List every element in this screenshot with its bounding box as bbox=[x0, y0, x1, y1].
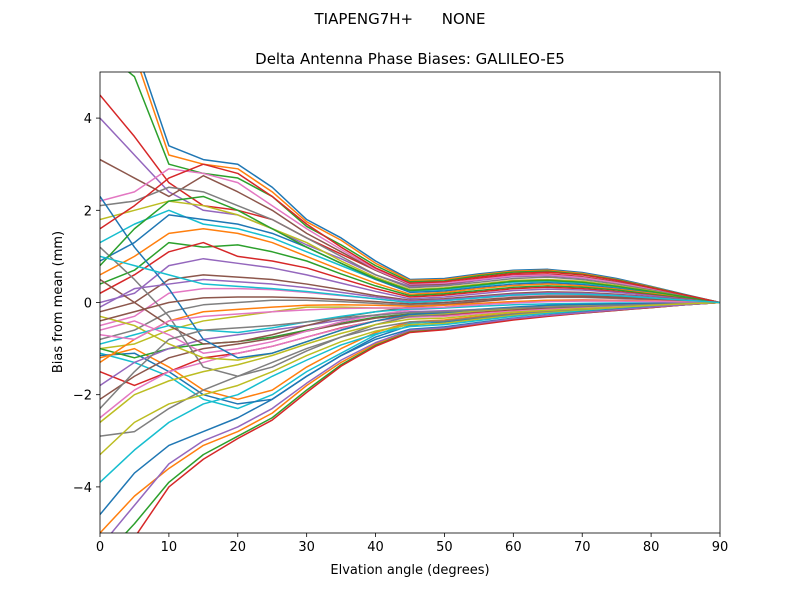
series-line-s36 bbox=[100, 278, 720, 345]
y-tick-label: −4 bbox=[73, 481, 92, 496]
series-line-s50 bbox=[100, 255, 720, 304]
y-tick-label: 0 bbox=[84, 297, 92, 312]
series-line-s43 bbox=[100, 195, 720, 304]
series-line-s44 bbox=[100, 163, 720, 304]
x-tick-label: 20 bbox=[230, 540, 247, 555]
series-line-s07 bbox=[100, 168, 720, 304]
series-line-s14 bbox=[100, 241, 720, 304]
series-line-s12 bbox=[100, 227, 720, 304]
x-tick-label: 10 bbox=[161, 540, 178, 555]
x-tick-label: 70 bbox=[574, 540, 591, 555]
series-line-s01 bbox=[143, 72, 720, 304]
series-line-s11 bbox=[100, 214, 720, 304]
series-line-s08 bbox=[100, 186, 720, 304]
x-axis-ticks: 0 10 20 30 40 50 60 70 80 90 bbox=[96, 533, 728, 555]
suptitle: TIAPENG7H+ NONE bbox=[314, 10, 486, 28]
series-line-s15 bbox=[100, 257, 720, 304]
y-axis-label: Bias from mean (mm) bbox=[51, 231, 66, 373]
y-axis-ticks: −4 −2 0 2 4 bbox=[73, 112, 100, 496]
series-line-s46 bbox=[100, 295, 720, 322]
series-line-s41 bbox=[100, 196, 720, 359]
chart-title: Delta Antenna Phase Biases: GALILEO-E5 bbox=[255, 50, 565, 68]
x-tick-label: 90 bbox=[712, 540, 729, 555]
y-tick-label: 4 bbox=[84, 112, 92, 127]
series-line-s48 bbox=[100, 301, 720, 410]
x-tick-label: 0 bbox=[96, 540, 104, 555]
series-line-s47 bbox=[100, 300, 720, 341]
series-line-s35 bbox=[110, 301, 720, 533]
series-line-s13 bbox=[100, 241, 720, 304]
x-tick-label: 80 bbox=[643, 540, 660, 555]
series-lines bbox=[100, 72, 720, 533]
x-tick-label: 50 bbox=[436, 540, 453, 555]
x-tick-label: 60 bbox=[505, 540, 522, 555]
x-tick-label: 30 bbox=[298, 540, 315, 555]
series-line-s49 bbox=[100, 301, 720, 423]
x-tick-label: 40 bbox=[367, 540, 384, 555]
series-line-s16 bbox=[100, 274, 720, 313]
y-tick-label: 2 bbox=[84, 204, 92, 219]
y-tick-label: −2 bbox=[73, 389, 92, 404]
series-line-s09 bbox=[100, 200, 720, 304]
x-axis-label: Elvation angle (degrees) bbox=[330, 563, 489, 578]
